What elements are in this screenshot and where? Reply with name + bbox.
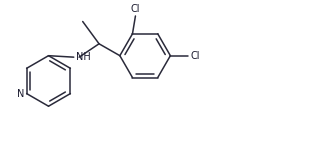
Text: N: N: [17, 89, 24, 99]
Text: Cl: Cl: [191, 51, 200, 61]
Text: NH: NH: [76, 52, 91, 62]
Text: Cl: Cl: [131, 4, 140, 14]
